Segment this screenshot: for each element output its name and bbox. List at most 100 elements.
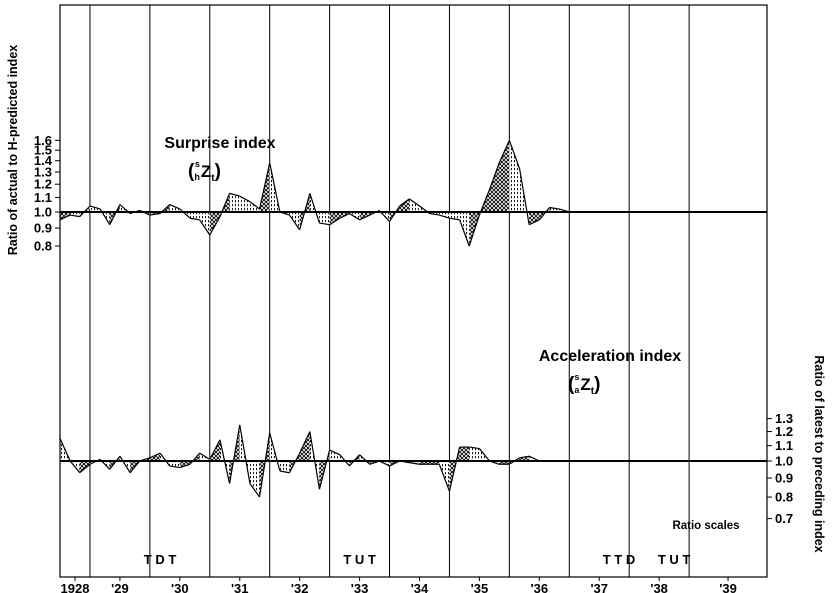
series-line-segment [269,432,281,472]
area-segment [439,212,450,219]
right-tick-label: 1.2 [775,424,793,439]
plot-frame [59,4,768,578]
series-line-segment [149,452,161,459]
x-tick-label: '36 [531,581,549,593]
series-line-segment [129,460,141,474]
series-label-surprise: Surprise index [164,135,275,152]
area-segment [449,212,460,220]
area-segment [60,212,71,220]
year-dividers [89,5,690,577]
series-line-segment [249,201,260,210]
area-segment [459,212,470,247]
left-tick-label: 1.5 [34,143,52,158]
series-line-segment [249,483,261,498]
series-line-segment [408,198,420,207]
area-segment [319,212,330,225]
series-line-segment [70,214,80,218]
area-segment [469,447,480,461]
series-line-segment [288,452,301,474]
area-segment [169,204,180,212]
right-tick-label: 0.9 [775,471,793,486]
series-line-segment [519,455,530,459]
series-line-segment [59,438,71,462]
series-lines [59,140,767,498]
right-tick-label: 0.8 [775,490,793,505]
area-segment [89,206,101,212]
left-tick-label: 1.4 [34,153,53,168]
series-line-segment [518,168,530,225]
series-line-segment [299,431,311,454]
left-tick-label: 1.3 [34,165,52,180]
notation-acceleration: (asZt) [568,372,600,397]
x-tick-label: '33 [351,581,369,593]
series-line-segment [429,212,440,216]
series-line-segment [319,222,330,226]
area-segment [149,453,161,461]
x-tick-label: '38 [650,581,668,593]
series-line-segment [89,205,101,210]
area-segment [399,198,410,212]
series-line-segment [269,162,281,213]
x-tick-label: '34 [411,581,429,593]
left-tick-label: 1.1 [34,190,52,205]
area-segment [249,201,260,212]
series-line-segment [229,192,240,197]
series-line-segment [209,439,221,460]
series-line-segment [359,454,371,465]
right-tick-label: 0.7 [775,511,793,526]
right-tick-label: 1.1 [775,438,793,453]
series-line-segment [159,452,171,467]
series-line-segment [179,208,191,219]
series-line-segment [438,464,451,492]
series-line-segment [349,213,360,221]
series-line-segment [239,195,251,203]
series-line-segment [478,448,491,462]
series-line-segment [468,214,480,247]
turning-point-marker: T U T [658,552,691,567]
area-segment [249,461,260,498]
area-segment [79,461,90,473]
series-line-segment [469,446,480,450]
series-line-segment [329,217,341,226]
series-line-segment [489,162,500,190]
area-segment [329,212,340,225]
series-line-segment [318,449,331,490]
series-line-segment [169,465,180,469]
series-line-segment [339,212,350,219]
left-tick-label: 1.0 [34,205,52,220]
left-tick-label: 1.2 [34,177,52,192]
series-line-segment [459,219,470,247]
right-axis-ticks: 0.7 0.8 0.9 1.01.11.21.3 [767,411,793,526]
series-line-segment [258,162,271,210]
area-segment [239,196,250,212]
turning-point-marker: T D T [144,552,177,567]
series-line-segment [409,462,420,465]
series-line-segment [389,205,401,222]
area-segment [70,212,80,217]
area-segment [489,162,500,212]
turning-point-marker: T T D [603,552,636,567]
area-segment [229,193,240,212]
left-axis-label: Ratio of actual to H-predicted index [6,45,20,255]
x-tick-label: '31 [231,581,249,593]
right-tick-label: 1.3 [775,411,793,426]
series-line-segment [528,219,540,226]
scale-note: Ratio scales [672,520,739,532]
series-line-segment [209,216,221,236]
series-line-segment [439,214,450,219]
series-line-segment [189,217,200,221]
series-line-segment [258,432,271,498]
series-line-segment [329,449,341,456]
series-line-segment [549,206,560,210]
series-line-segment [508,140,521,169]
series-line-segment [359,214,371,221]
series-line-segment [199,219,211,236]
series-line-segment [149,212,161,216]
area-segment [122,461,131,473]
area-segment [459,447,470,461]
series-line-segment [448,446,461,492]
series-line-segment [109,204,121,225]
series-line-segment [119,455,131,474]
